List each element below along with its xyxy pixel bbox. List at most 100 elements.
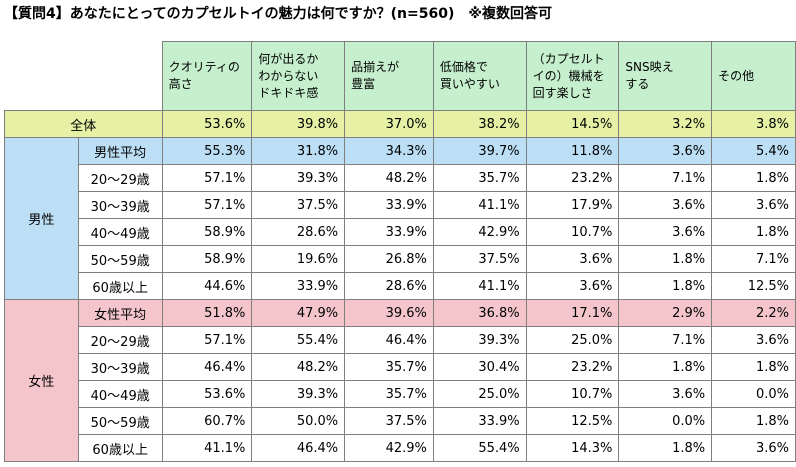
value-cell: 3.6% <box>618 137 713 165</box>
row-label: 30～39歳 <box>77 191 163 219</box>
value-cell: 33.9% <box>344 218 434 246</box>
column-header-line: 高さ <box>168 77 193 91</box>
value-cell: 3.6% <box>711 434 796 462</box>
value-cell: 5.4% <box>711 137 796 165</box>
value-cell: 7.1% <box>618 326 713 354</box>
value-cell: 3.6% <box>618 218 713 246</box>
row-label: 60歳以上 <box>77 272 163 300</box>
value-cell: 37.5% <box>432 245 527 273</box>
value-cell: 11.8% <box>525 137 620 165</box>
value-cell: 23.2% <box>525 164 620 192</box>
row-label: 全体 <box>4 110 163 138</box>
column-header-line: 何が出るか <box>258 51 319 66</box>
value-cell: 55.4% <box>251 326 346 354</box>
value-cell: 3.6% <box>711 191 796 219</box>
row-label: 女性平均 <box>77 299 163 327</box>
value-cell: 3.8% <box>711 110 796 138</box>
value-cell: 30.4% <box>432 353 527 381</box>
value-cell: 46.4% <box>344 326 434 354</box>
value-cell: 28.6% <box>251 218 346 246</box>
table-row: 50～59歳 58.9% 19.6% 26.8% 37.5% 3.6% 1.8% 7.1% <box>5 245 796 273</box>
group-label: 女性 <box>4 299 79 462</box>
value-cell: 55.3% <box>161 137 253 165</box>
column-header-line: その他 <box>718 68 755 83</box>
value-cell: 48.2% <box>344 164 434 192</box>
total-row: 全体 53.6% 39.8% 37.0% 38.2% 14.5% 3.2% 3.8% <box>4 110 796 138</box>
value-cell: 19.6% <box>251 245 346 273</box>
value-cell: 33.9% <box>251 272 346 300</box>
value-cell: 36.8% <box>432 299 527 327</box>
value-cell: 3.6% <box>525 245 620 273</box>
value-cell: 42.9% <box>344 434 434 462</box>
value-cell: 46.4% <box>161 353 253 381</box>
value-cell: 10.7% <box>525 218 620 246</box>
value-cell: 41.1% <box>432 272 527 300</box>
value-cell: 33.9% <box>344 191 434 219</box>
value-cell: 0.0% <box>711 380 796 408</box>
table-row: 60歳以上 41.1% 46.4% 42.9% 55.4% 14.3% 1.8% 3.6% <box>5 434 796 462</box>
row-label: 20～29歳 <box>77 164 163 192</box>
value-cell: 12.5% <box>711 272 796 300</box>
value-cell: 37.5% <box>251 191 346 219</box>
value-cell: 57.1% <box>161 191 253 219</box>
value-cell: 60.7% <box>161 407 253 435</box>
header-blank <box>4 41 163 111</box>
value-cell: 42.9% <box>432 218 527 246</box>
column-header-line: SNS映え <box>625 60 674 74</box>
table-row: 50～59歳 60.7% 50.0% 37.5% 33.9% 12.5% 0.0% 1.8% <box>5 407 796 435</box>
table-row: 30～39歳 57.1% 37.5% 33.9% 41.1% 17.9% 3.6% 3.6% <box>5 191 796 219</box>
value-cell: 48.2% <box>251 353 346 381</box>
value-cell: 39.3% <box>251 380 346 408</box>
column-header-line: 回す楽しさ <box>532 85 593 100</box>
value-cell: 33.9% <box>432 407 527 435</box>
value-cell: 1.8% <box>711 164 796 192</box>
value-cell: 50.0% <box>251 407 346 435</box>
value-cell: 7.1% <box>711 245 796 273</box>
value-cell: 3.2% <box>618 110 713 138</box>
value-cell: 44.6% <box>161 272 253 300</box>
value-cell: 0.0% <box>618 407 713 435</box>
value-cell: 3.6% <box>618 191 713 219</box>
table-row: 60歳以上 44.6% 33.9% 28.6% 41.1% 3.6% 1.8% 12.5% <box>5 272 796 300</box>
value-cell: 39.3% <box>432 326 527 354</box>
table-row: 40～49歳 58.9% 28.6% 33.9% 42.9% 10.7% 3.6% 1.8% <box>5 218 796 246</box>
column-header-line: クオリティの <box>168 60 240 74</box>
value-cell: 25.0% <box>432 380 527 408</box>
column-header: 低価格で 買いやすい <box>432 41 527 111</box>
group-average-row: 男性 男性平均 55.3% 31.8% 34.3% 39.7% 11.8% 3.6% 5.4% <box>4 137 796 300</box>
group-average-row: 女性 女性平均 51.8% 47.9% 39.6% 36.8% 17.1% 2.9% 2.2% <box>4 299 796 462</box>
value-cell: 57.1% <box>161 326 253 354</box>
value-cell: 14.3% <box>525 434 620 462</box>
column-header-line: 品揃えが <box>351 60 400 74</box>
row-label: 40～49歳 <box>77 380 163 408</box>
column-header-line: わからない <box>258 68 319 83</box>
value-cell: 3.6% <box>711 326 796 354</box>
header-row: クオリティの 高さ 何が出るか わからない ドキドキ感 品揃えが 豊富 低価格で 買いやすい （カ… <box>4 41 796 111</box>
group-label: 男性 <box>4 137 79 300</box>
value-cell: 34.3% <box>344 137 434 165</box>
value-cell: 23.2% <box>525 353 620 381</box>
survey-table: クオリティの 高さ 何が出るか わからない ドキドキ感 品揃えが 豊富 低価格で 買いやすい （カ… <box>4 41 796 462</box>
value-cell: 51.8% <box>161 299 253 327</box>
column-header: クオリティの 高さ <box>161 41 253 111</box>
column-header-line: 低価格で <box>439 60 488 74</box>
row-label: 60歳以上 <box>77 434 163 462</box>
table-row: 20～29歳 57.1% 55.4% 46.4% 39.3% 25.0% 7.1% 3.6% <box>5 326 796 354</box>
table-row: 20～29歳 57.1% 39.3% 48.2% 35.7% 23.2% 7.1% 1.8% <box>5 164 796 192</box>
page-title: 【質問4】あなたにとってのカプセルトイの魅力は何ですか？(n=560) ※複数回… <box>4 6 552 22</box>
column-header: その他 <box>711 41 796 111</box>
column-header-line: イの）機械を <box>532 68 605 83</box>
value-cell: 1.8% <box>711 353 796 381</box>
column-header: （カプセルト イの）機械を 回す楽しさ <box>525 41 620 111</box>
column-header-line: 豊富 <box>351 77 376 91</box>
value-cell: 3.6% <box>525 272 620 300</box>
value-cell: 57.1% <box>161 164 253 192</box>
column-header-line: 買いやすい <box>439 77 500 91</box>
value-cell: 39.7% <box>432 137 527 165</box>
value-cell: 25.0% <box>525 326 620 354</box>
value-cell: 3.6% <box>618 380 713 408</box>
value-cell: 2.2% <box>711 299 796 327</box>
value-cell: 39.8% <box>251 110 346 138</box>
table-row: 30～39歳 46.4% 48.2% 35.7% 30.4% 23.2% 1.8% 1.8% <box>5 353 796 381</box>
value-cell: 39.6% <box>344 299 434 327</box>
